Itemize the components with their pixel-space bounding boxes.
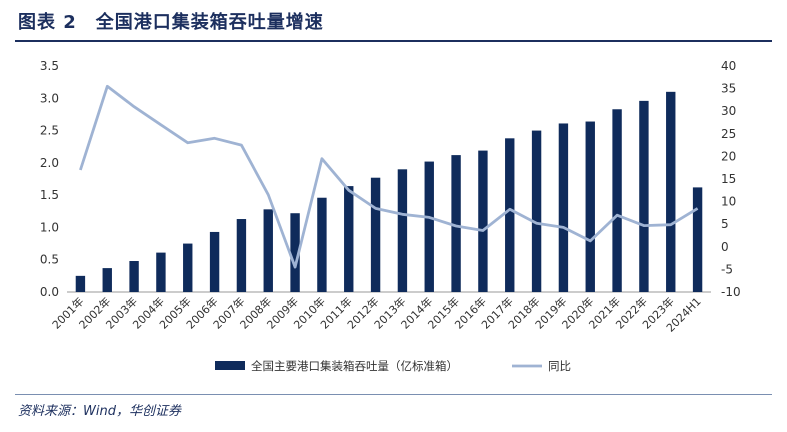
y-right-tick-label: 30 <box>721 104 736 118</box>
bottom-rule <box>15 394 772 395</box>
y-right-tick-label: -5 <box>721 262 733 276</box>
bar <box>531 130 542 292</box>
bar <box>370 177 381 292</box>
figure-label: 图表 2 <box>18 12 77 33</box>
figure-title: 图表 2 全国港口集装箱吞吐量增速 <box>18 8 324 34</box>
y-left-tick-label: 2.0 <box>40 156 59 170</box>
bar <box>102 268 112 292</box>
y-left-tick-label: 1.0 <box>40 220 59 234</box>
figure-title-text: 全国港口集装箱吞吐量增速 <box>95 12 324 33</box>
bar <box>290 213 300 292</box>
y-right-tick-label: 0 <box>721 240 729 254</box>
y-left-tick-label: 2.5 <box>40 124 59 138</box>
bar <box>236 219 247 292</box>
bar <box>183 243 193 292</box>
bar <box>156 252 166 292</box>
bar <box>397 169 408 292</box>
bar <box>424 161 434 292</box>
source-note: 资料来源：Wind，华创证券 <box>18 404 181 419</box>
bar <box>209 231 220 292</box>
y-right-tick-label: 35 <box>721 82 736 96</box>
y-left-tick-label: 1.5 <box>40 188 59 202</box>
legend-swatch-bar <box>215 361 245 370</box>
bar <box>612 109 622 293</box>
bar <box>75 275 86 292</box>
bar <box>451 155 461 292</box>
y-left-tick-label: 0.5 <box>40 253 59 267</box>
series-line-yoy <box>79 84 699 269</box>
y-right-tick-label: 20 <box>721 149 736 163</box>
bar <box>558 123 569 293</box>
bar <box>317 197 327 292</box>
bar <box>505 138 515 292</box>
y-right-tick-label: 40 <box>721 59 736 73</box>
y-right-tick-label: 25 <box>721 127 736 141</box>
legend-label-line: 同比 <box>548 359 571 373</box>
y-right-tick-label: 10 <box>721 195 736 209</box>
bar <box>344 186 354 292</box>
bar <box>478 150 488 292</box>
bar <box>692 187 703 292</box>
title-rule <box>15 40 772 42</box>
bar <box>639 100 649 293</box>
y-left-tick-label: 3.0 <box>40 91 59 105</box>
legend-label-bar: 全国主要港口集装箱吞吐量（亿标准箱） <box>251 359 458 373</box>
y-right-tick-label: 5 <box>721 217 729 231</box>
bar <box>585 121 595 292</box>
y-right-tick-label: 15 <box>721 172 736 186</box>
y-left-tick-label: 3.5 <box>40 59 59 73</box>
y-right-tick-label: -10 <box>721 285 741 299</box>
y-left-tick-label: 0.0 <box>40 285 59 299</box>
bar <box>666 91 676 292</box>
bar <box>263 209 273 292</box>
bar <box>129 261 139 292</box>
